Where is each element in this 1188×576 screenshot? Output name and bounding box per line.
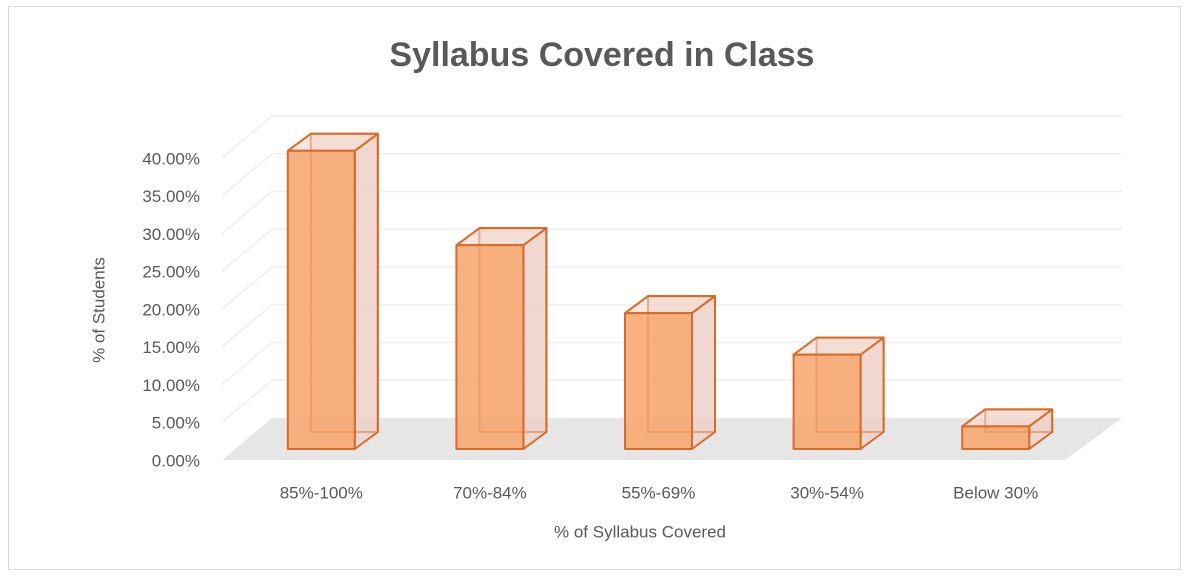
bar bbox=[286, 149, 356, 450]
y-tick-label: 10.00% bbox=[142, 376, 200, 395]
x-tick-label: Below 30% bbox=[953, 483, 1038, 502]
x-tick-label: 70%-84% bbox=[453, 483, 527, 502]
bar bbox=[961, 425, 1031, 451]
y-tick-label: 35.00% bbox=[142, 187, 200, 206]
grid-line bbox=[221, 153, 1122, 197]
y-tick-label: 30.00% bbox=[142, 225, 200, 244]
grid-line bbox=[221, 304, 1122, 348]
bar-side bbox=[522, 227, 548, 450]
x-axis-title: % of Syllabus Covered bbox=[554, 522, 726, 541]
bar-side bbox=[691, 295, 716, 450]
y-tick-label: 0.00% bbox=[152, 451, 200, 470]
bar bbox=[624, 312, 693, 450]
bar bbox=[455, 244, 525, 450]
y-tick-label: 5.00% bbox=[152, 414, 200, 433]
y-tick-label: 40.00% bbox=[142, 149, 200, 168]
y-tick-label: 25.00% bbox=[142, 263, 200, 282]
y-axis-title: % of Students bbox=[89, 257, 108, 363]
y-tick-label: 20.00% bbox=[142, 300, 200, 319]
y-tick-label: 15.00% bbox=[142, 338, 200, 357]
x-tick-label: 55%-69% bbox=[622, 483, 696, 502]
bar bbox=[792, 353, 862, 450]
bar-side bbox=[859, 336, 885, 450]
grid-line bbox=[221, 190, 1122, 235]
grid-line bbox=[221, 228, 1122, 272]
grid-line bbox=[221, 115, 1122, 159]
x-tick-label: 85%-100% bbox=[280, 483, 363, 502]
bar-side bbox=[353, 132, 379, 450]
chart-title: Syllabus Covered in Class bbox=[389, 36, 814, 74]
grid-line bbox=[221, 266, 1122, 310]
x-tick-label: 30%-54% bbox=[790, 483, 864, 502]
chart-border bbox=[8, 6, 1181, 570]
